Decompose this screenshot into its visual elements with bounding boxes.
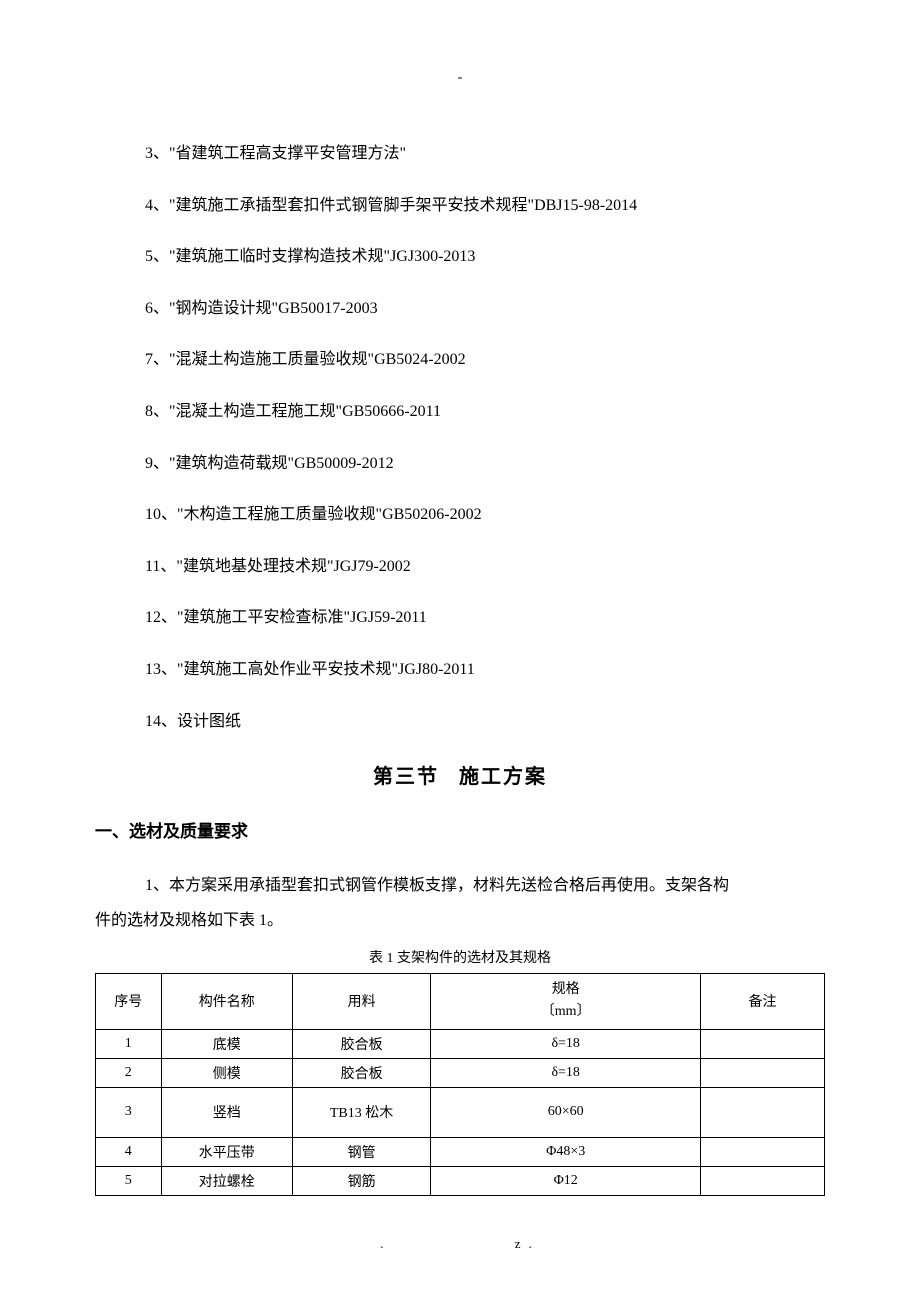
list-item: 3、"省建筑工程高支撑平安管理方法" xyxy=(95,141,825,167)
cell-material: TB13 松木 xyxy=(292,1087,431,1137)
subsection-title: 一、选材及质量要求 xyxy=(95,817,825,842)
reference-list: 3、"省建筑工程高支撑平安管理方法" 4、"建筑施工承插型套扣件式钢管脚手架平安技… xyxy=(95,141,825,734)
footer-left: . xyxy=(380,1236,391,1251)
cell-note xyxy=(701,1087,825,1137)
cell-note xyxy=(701,1137,825,1166)
section-title-left: 第三节 xyxy=(373,766,439,788)
footer-right: z. xyxy=(515,1236,540,1251)
header-seq: 序号 xyxy=(96,973,162,1029)
cell-seq: 5 xyxy=(96,1166,162,1195)
table-body: 1底模胶合板δ=182侧模胶合板δ=183竖档TB13 松木60×604水平压带… xyxy=(96,1029,825,1195)
table-row: 5对拉螺栓钢筋Φ12 xyxy=(96,1166,825,1195)
header-spec: 规格 〔mm〕 xyxy=(431,973,701,1029)
table-row: 1底模胶合板δ=18 xyxy=(96,1029,825,1058)
list-item: 4、"建筑施工承插型套扣件式钢管脚手架平安技术规程"DBJ15-98-2014 xyxy=(95,193,825,219)
cell-name: 侧模 xyxy=(161,1058,292,1087)
cell-seq: 1 xyxy=(96,1029,162,1058)
cell-material: 钢管 xyxy=(292,1137,431,1166)
list-item: 13、"建筑施工高处作业平安技术规"JGJ80-2011 xyxy=(95,657,825,683)
cell-note xyxy=(701,1058,825,1087)
cell-note xyxy=(701,1029,825,1058)
cell-name: 竖档 xyxy=(161,1087,292,1137)
cell-spec: δ=18 xyxy=(431,1029,701,1058)
cell-spec: 60×60 xyxy=(431,1087,701,1137)
section-title: 第三节施工方案 xyxy=(95,760,825,789)
cell-name: 对拉螺栓 xyxy=(161,1166,292,1195)
cell-spec: Φ12 xyxy=(431,1166,701,1195)
list-item: 10、"木构造工程施工质量验收规"GB50206-2002 xyxy=(95,502,825,528)
cell-name: 底模 xyxy=(161,1029,292,1058)
cell-seq: 2 xyxy=(96,1058,162,1087)
cell-material: 胶合板 xyxy=(292,1058,431,1087)
cell-material: 钢筋 xyxy=(292,1166,431,1195)
table-caption: 表 1 支架构件的选材及其规格 xyxy=(95,947,825,967)
table-row: 3竖档TB13 松木60×60 xyxy=(96,1087,825,1137)
header-note: 备注 xyxy=(701,973,825,1029)
list-item: 5、"建筑施工临时支撑构造技术规"JGJ300-2013 xyxy=(95,244,825,270)
paragraph-1: 1、本方案采用承插型套扣式钢管作模板支撑，材料先送检合格后再使用。支架各构 件的… xyxy=(95,868,825,938)
cell-material: 胶合板 xyxy=(292,1029,431,1058)
list-item: 8、"混凝土构造工程施工规"GB50666-2011 xyxy=(95,399,825,425)
list-item: 14、设计图纸 xyxy=(95,709,825,735)
footer-spacer xyxy=(451,1236,454,1251)
page-footer: . z. xyxy=(0,1236,920,1252)
list-item: 11、"建筑地基处理技术规"JGJ79-2002 xyxy=(95,554,825,580)
table-header-row: 序号 构件名称 用料 规格 〔mm〕 备注 xyxy=(96,973,825,1029)
table-row: 2侧模胶合板δ=18 xyxy=(96,1058,825,1087)
header-spec-line1: 规格 xyxy=(433,979,698,1001)
cell-spec: δ=18 xyxy=(431,1058,701,1087)
list-item: 9、"建筑构造荷载规"GB50009-2012 xyxy=(95,451,825,477)
top-dash: - xyxy=(95,70,825,86)
header-name: 构件名称 xyxy=(161,973,292,1029)
list-item: 12、"建筑施工平安检查标准"JGJ59-2011 xyxy=(95,605,825,631)
header-material: 用料 xyxy=(292,973,431,1029)
cell-seq: 3 xyxy=(96,1087,162,1137)
list-item: 7、"混凝土构造施工质量验收规"GB5024-2002 xyxy=(95,347,825,373)
paragraph-line-1: 1、本方案采用承插型套扣式钢管作模板支撑，材料先送检合格后再使用。支架各构 xyxy=(95,868,825,903)
header-spec-line2: 〔mm〕 xyxy=(433,1001,698,1023)
section-title-right: 施工方案 xyxy=(459,766,547,788)
cell-note xyxy=(701,1166,825,1195)
table-row: 4水平压带钢管Φ48×3 xyxy=(96,1137,825,1166)
materials-table: 序号 构件名称 用料 规格 〔mm〕 备注 1底模胶合板δ=182侧模胶合板δ=… xyxy=(95,973,825,1196)
paragraph-line-2: 件的选材及规格如下表 1。 xyxy=(95,903,825,938)
cell-seq: 4 xyxy=(96,1137,162,1166)
cell-name: 水平压带 xyxy=(161,1137,292,1166)
list-item: 6、"钢构造设计规"GB50017-2003 xyxy=(95,296,825,322)
cell-spec: Φ48×3 xyxy=(431,1137,701,1166)
